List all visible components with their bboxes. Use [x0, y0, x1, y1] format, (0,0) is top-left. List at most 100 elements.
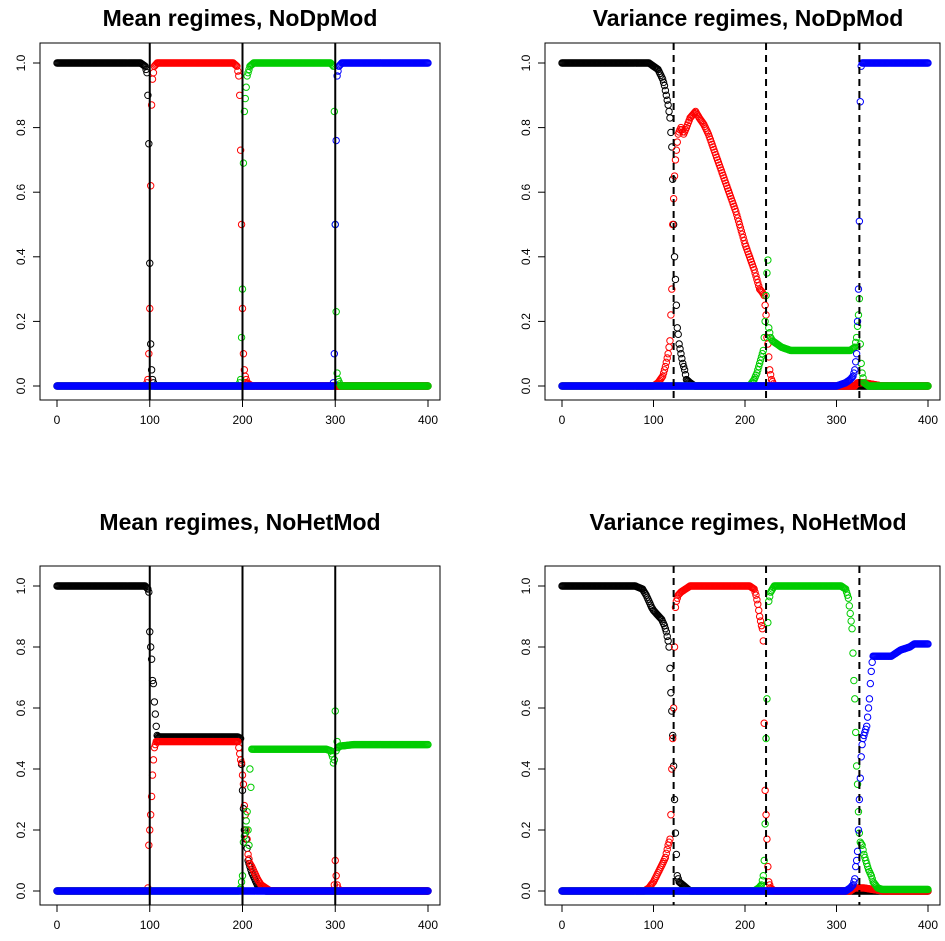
data-point: [849, 372, 857, 381]
data-point: [236, 146, 245, 154]
data-point: [853, 322, 862, 330]
series-1: [558, 582, 932, 895]
data-point: [753, 369, 761, 377]
data-point: [151, 710, 160, 718]
y-tick-label: 0.2: [519, 821, 533, 838]
data-point: [424, 59, 432, 67]
data-point: [756, 356, 765, 364]
data-point: [147, 655, 156, 663]
data-point: [665, 343, 673, 351]
data-point: [140, 61, 148, 70]
data-point: [853, 317, 862, 326]
x-tick-label: 0: [559, 413, 566, 427]
data-point: [660, 81, 669, 90]
x-tick-label: 0: [54, 918, 61, 932]
data-point: [737, 227, 746, 235]
data-point: [671, 275, 680, 284]
data-point: [659, 369, 668, 377]
data-point: [149, 68, 158, 77]
data-point: [671, 156, 680, 164]
data-point: [734, 217, 743, 225]
data-point: [752, 272, 760, 280]
y-tick-label: 0.8: [519, 119, 533, 136]
data-point: [759, 346, 767, 355]
data-point: [765, 324, 773, 332]
data-point: [852, 338, 860, 347]
x-tick-label: 300: [325, 413, 345, 427]
data-point: [665, 107, 673, 116]
x-tick-label: 100: [643, 413, 663, 427]
data-point: [243, 72, 251, 80]
data-point: [240, 107, 249, 116]
data-point: [735, 220, 744, 229]
data-point: [658, 75, 667, 83]
data-point: [666, 337, 674, 345]
x-tick-label: 400: [418, 918, 438, 932]
y-tick-label: 0.4: [14, 760, 28, 777]
x-tick-label: 100: [140, 918, 160, 932]
data-point: [668, 285, 676, 293]
data-point: [850, 369, 858, 377]
data-point: [424, 740, 432, 749]
data-point: [750, 266, 758, 274]
x-tick-label: 400: [918, 413, 938, 427]
data-point: [147, 101, 156, 109]
plot-frame: [544, 42, 941, 401]
data-point: [234, 67, 242, 75]
data-point: [753, 275, 761, 284]
plot-frame: [544, 565, 941, 906]
chart-title: Variance regimes, NoHetMod: [590, 509, 907, 535]
data-point: [736, 224, 745, 232]
y-tick-label: 0.0: [519, 377, 533, 394]
data-point: [764, 256, 772, 264]
data-point: [676, 345, 684, 353]
data-point: [147, 366, 156, 374]
chart-title: Mean regimes, NoHetMod: [99, 509, 380, 535]
x-tick-label: 0: [54, 413, 61, 427]
data-point: [246, 765, 254, 773]
data-point: [152, 722, 160, 730]
data-point: [662, 358, 671, 367]
y-tick-label: 1.0: [519, 54, 533, 71]
data-point: [857, 359, 865, 368]
data-point: [333, 72, 341, 80]
data-point: [147, 792, 156, 801]
x-tick-label: 200: [735, 413, 755, 427]
data-point: [680, 366, 689, 374]
data-point: [672, 301, 681, 309]
data-point: [233, 62, 241, 70]
x-tick-label: 200: [232, 918, 252, 932]
y-tick-label: 0.8: [14, 638, 28, 655]
data-point: [678, 354, 686, 363]
y-tick-label: 0.6: [519, 184, 533, 201]
data-point: [852, 350, 861, 358]
data-point: [141, 62, 149, 70]
data-point: [658, 372, 667, 381]
y-tick-label: 0.0: [519, 882, 533, 899]
data-point: [144, 91, 152, 100]
data-point: [673, 324, 681, 332]
data-point: [242, 83, 250, 91]
data-point: [672, 146, 681, 154]
data-point: [424, 887, 432, 895]
y-tick-label: 0.2: [519, 313, 533, 330]
data-point: [245, 841, 253, 849]
data-point: [244, 68, 252, 77]
chart-title: Mean regimes, NoDpMod: [103, 5, 378, 31]
data-point: [658, 373, 666, 382]
series-1: [558, 59, 932, 390]
y-tick-label: 0.4: [14, 248, 28, 265]
data-point: [754, 366, 762, 374]
data-point: [244, 826, 252, 834]
data-point: [242, 817, 250, 825]
data-point: [150, 698, 159, 706]
data-point: [231, 60, 239, 69]
y-tick-label: 0.6: [519, 699, 533, 716]
data-point: [848, 373, 856, 382]
y-tick-label: 0.2: [14, 313, 28, 330]
data-point: [851, 366, 859, 374]
data-point: [675, 340, 683, 348]
data-point: [677, 350, 685, 358]
